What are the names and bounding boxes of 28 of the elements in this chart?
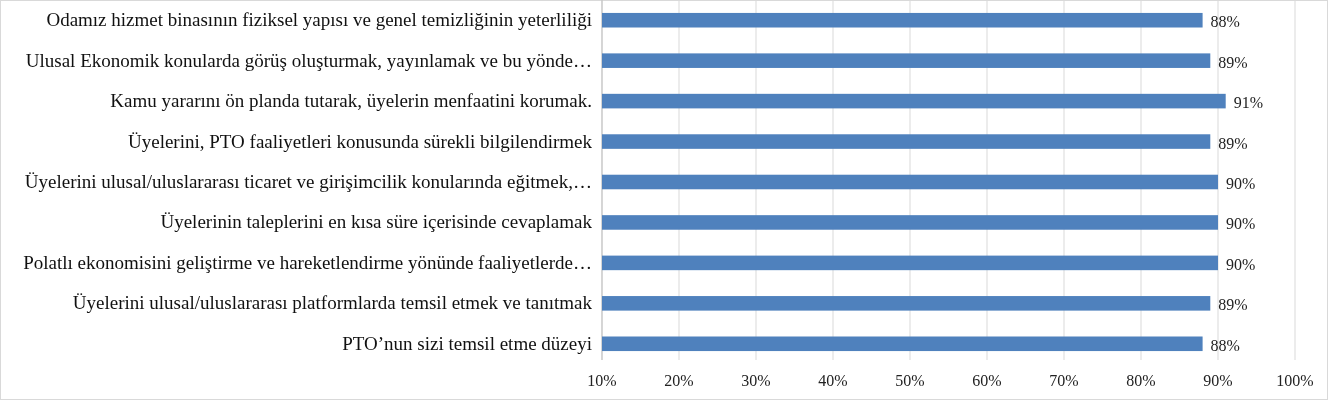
x-tick-label: 40% [818, 372, 848, 389]
x-tick-label: 80% [1126, 372, 1156, 389]
data-label: 90% [1226, 215, 1256, 233]
y-tick-label: Üyelerini, PTO faaliyetleri konusunda sürekli bilgilendirmek [128, 130, 593, 152]
y-tick-label: PTO’nun sizi temsil etme düzeyi [342, 332, 592, 354]
data-label: 88% [1210, 336, 1240, 354]
x-tick-label: 70% [1049, 372, 1079, 389]
y-tick-label: Kamu yararını ön planda tutarak, üyelerin menfaatini korumak. [110, 90, 592, 112]
x-tick-label: 60% [972, 372, 1002, 389]
data-label: 89% [1218, 134, 1248, 152]
y-tick-label: Üyelerini ulusal/uluslararası ticaret ve girişimcilik konularında eğitmek,… [24, 171, 592, 192]
data-label: 89% [1218, 53, 1248, 71]
x-tick-label: 50% [895, 372, 925, 389]
y-tick-label: Üyelerini ulusal/uluslararası platformlarda temsil etmek ve tanıtmak [72, 292, 593, 314]
x-tick-label: 100% [1276, 372, 1314, 389]
y-tick-label: Ulusal Ekonomik konularda görüş oluşturmak, yayınlamak ve bu yönde… [25, 49, 592, 71]
x-tick-label: 30% [741, 372, 771, 389]
x-tick-label: 90% [1203, 372, 1233, 389]
data-label: 89% [1218, 296, 1248, 314]
data-label: 90% [1226, 255, 1256, 273]
y-tick-label: Üyelerinin taleplerini en kısa süre içerisinde cevaplamak [160, 211, 593, 233]
y-tick-label: Odamız hizmet binasının fiziksel yapısı ve genel temizliğinin yeterliliği [46, 9, 592, 31]
x-tick-label: 10% [587, 372, 617, 389]
data-label: 91% [1233, 94, 1264, 112]
y-tick-label: Polatlı ekonomisini geliştirme ve hareketlendirme yönünde faaliyetlerde… [23, 251, 592, 273]
data-label: 90% [1226, 175, 1256, 192]
x-tick-label: 20% [664, 372, 694, 389]
data-label: 88% [1210, 13, 1240, 31]
